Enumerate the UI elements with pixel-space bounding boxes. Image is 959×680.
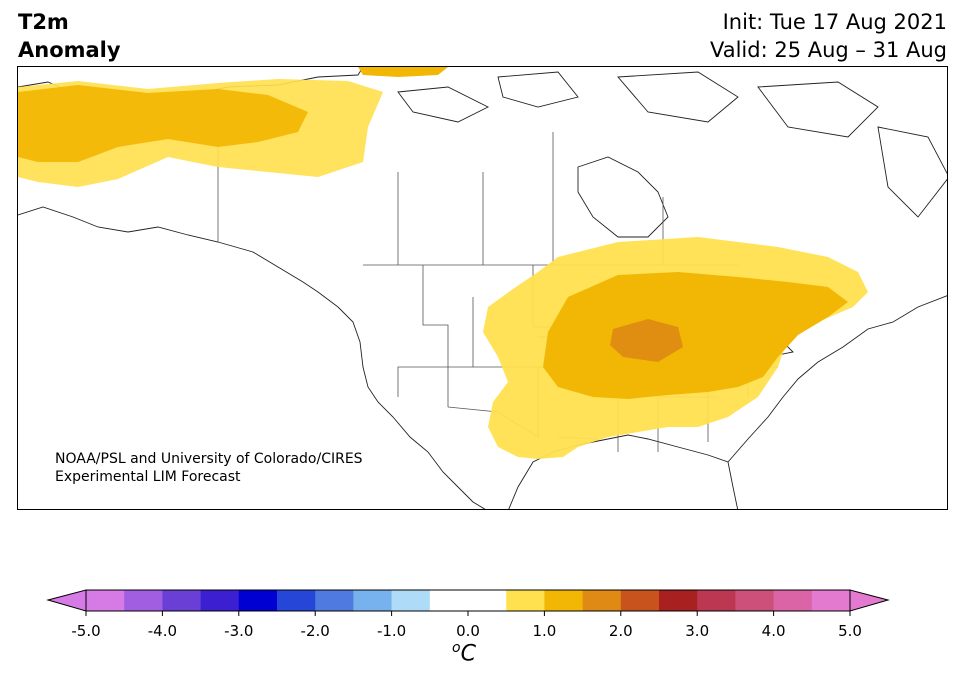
colorbar-segment [620, 590, 660, 611]
colorbar-tick-label: -2.0 [300, 622, 330, 640]
colorbar-segment [544, 590, 584, 611]
colorbar-segment [429, 590, 469, 611]
forecast-dates: Init: Tue 17 Aug 2021 Valid: 25 Aug – 31… [710, 8, 947, 64]
anomaly-strong-midwest [610, 319, 683, 362]
colorbar-segment [391, 590, 431, 611]
colorbar-extend-min [46, 589, 87, 612]
title-line-1: T2m [18, 10, 69, 34]
colorbar-segment [468, 590, 507, 611]
anomaly-arctic [358, 67, 448, 77]
colorbar-tick-label: 2.0 [608, 622, 633, 640]
colorbar-tick-label: -5.0 [71, 622, 101, 640]
colorbar-segments [86, 590, 851, 611]
colorbar-segment [124, 590, 163, 611]
units-symbol: C [460, 641, 476, 667]
colorbar-segment [277, 590, 316, 611]
init-date: Init: Tue 17 Aug 2021 [722, 10, 947, 34]
anomaly-fills [18, 67, 868, 459]
colorbar-segment [697, 590, 736, 611]
map-canvas [18, 67, 947, 509]
colorbar-segment [773, 590, 813, 611]
colorbar-tick-label: 5.0 [838, 622, 862, 640]
colorbar-tick-label: -4.0 [147, 622, 178, 640]
colorbar-tick-label: 3.0 [685, 622, 710, 640]
map-title: T2m Anomaly [18, 8, 121, 64]
credit-line-1: NOAA/PSL and University of Colorado/CIRE… [55, 451, 363, 467]
valid-date: Valid: 25 Aug – 31 Aug [709, 38, 947, 62]
colorbar-segment [200, 590, 240, 611]
colorbar-tick-label: 1.0 [532, 622, 557, 640]
colorbar-segment [238, 590, 278, 611]
colorbar-segment [735, 590, 775, 611]
colorbar-tick-label: 4.0 [761, 622, 786, 640]
colorbar-ticks [85, 611, 851, 616]
colorbar-segment [86, 590, 125, 611]
colorbar-tick-label: -1.0 [376, 622, 407, 640]
colorbar-segment [582, 590, 622, 611]
title-line-2: Anomaly [18, 38, 121, 62]
credit-line-2: Experimental LIM Forecast [55, 469, 241, 485]
colorbar-segment [506, 590, 545, 611]
anomaly-moderate-east [543, 272, 848, 399]
colorbar-segment [353, 590, 393, 611]
colorbar-segment [659, 590, 698, 611]
colorbar-segment [162, 590, 202, 611]
colorbar-tick-label: -3.0 [224, 622, 254, 640]
colorbar [46, 589, 890, 616]
units-label: oC [452, 640, 476, 666]
colorbar-tick-label: 0.0 [456, 622, 480, 640]
credit-text: NOAA/PSL and University of Colorado/CIRE… [55, 450, 363, 486]
colorbar-segment [811, 590, 851, 611]
colorbar-extend-max [849, 589, 890, 612]
units-degree: o [452, 640, 461, 656]
anomaly-map [17, 66, 948, 510]
colorbar-segment [315, 590, 354, 611]
anomaly-moderate-west [18, 85, 308, 162]
